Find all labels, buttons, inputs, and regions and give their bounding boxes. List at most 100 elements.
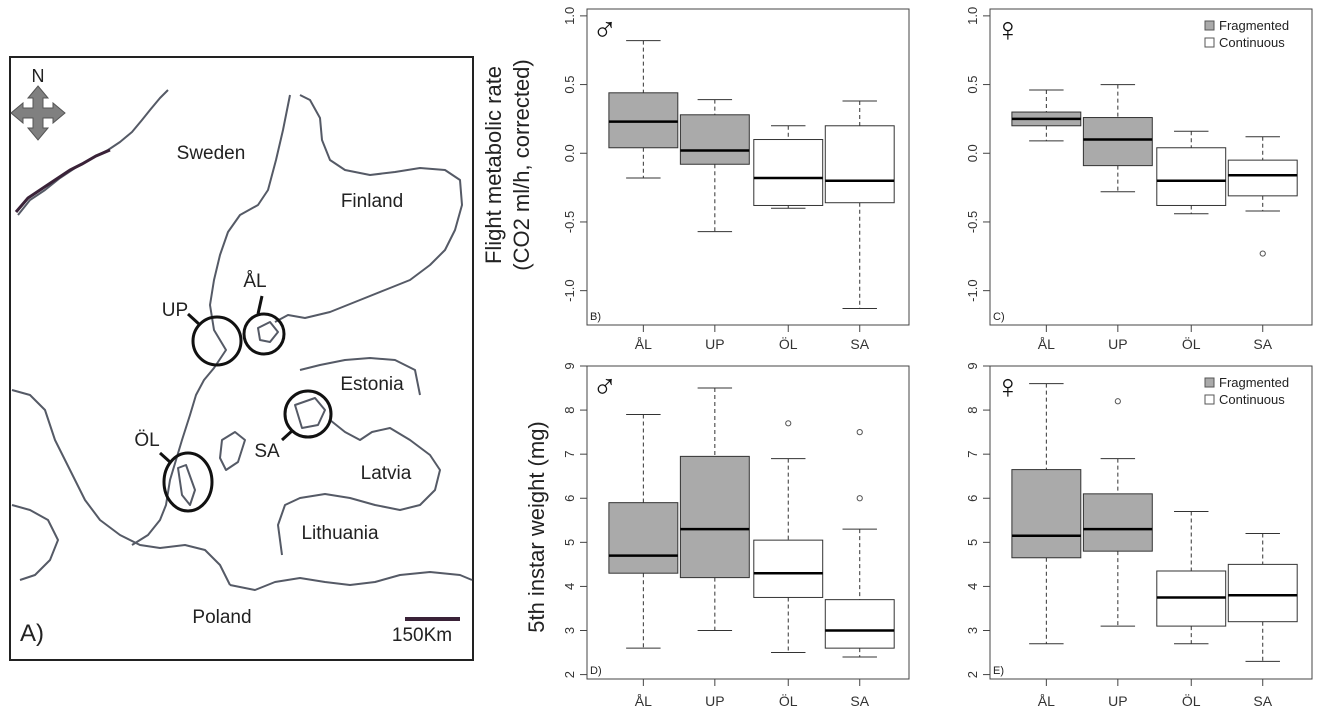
outlier-point	[856, 495, 863, 502]
y-tick-label: 0.5	[965, 76, 980, 94]
country-sweden: Sweden	[177, 143, 246, 164]
map-panel: N Sweden Finland Estonia Latvia Lithuani…	[9, 56, 474, 661]
north-arrow: N	[10, 66, 66, 141]
y-tick-label: 0.5	[562, 76, 577, 94]
coast-denmark	[11, 504, 59, 581]
y-tick-label: 4	[965, 583, 980, 590]
site-leaders	[158, 295, 295, 464]
y-tick-label: 2	[965, 671, 980, 678]
x-tick-label: ÖL	[1182, 692, 1201, 709]
coast-sweden-south	[11, 389, 231, 586]
y-tick-label: 6	[562, 495, 577, 502]
boxplot-panel-e-weight-female: 9 8 7 6 5 4 3 2 ÅL UP ÖL SA E) ♀ Fragmented Continuous	[965, 362, 1313, 709]
box-iqr	[1227, 563, 1298, 623]
coast-oland	[177, 464, 196, 506]
y-tick-label: 1.0	[965, 7, 980, 25]
coastlines	[11, 89, 473, 591]
x-tick-label: ÖL	[779, 335, 798, 352]
coast-latvia-lithuania	[277, 419, 441, 556]
north-label: N	[32, 66, 45, 86]
x-tick-label: ÅL	[1038, 336, 1055, 352]
legend-label: Continuous	[1219, 392, 1285, 407]
country-estonia: Estonia	[340, 374, 404, 395]
y-tick-label: 1.0	[562, 7, 577, 25]
x-tick-label: UP	[705, 693, 724, 709]
legend-label: Continuous	[1219, 35, 1285, 50]
site-label-up: UP	[162, 300, 188, 321]
boxplot-panel-b-flight-male: 1.0 0.5 0.0 -0.5 -1.0 ÅL UP ÖL SA B) ♂	[562, 7, 910, 352]
x-tick-label: ÅL	[635, 693, 652, 709]
y-tick-label: 4	[562, 583, 577, 590]
panel-label: D)	[590, 665, 602, 677]
coast-poland	[229, 571, 473, 591]
y-tick-label: 3	[562, 627, 577, 634]
y-tick-label: -1.0	[965, 279, 980, 301]
y-tick-label: 0.0	[965, 144, 980, 162]
country-poland: Poland	[192, 607, 251, 628]
site-circle-up	[191, 315, 243, 367]
site-label-al: ÅL	[243, 271, 266, 292]
compass-arrow-icon	[10, 85, 66, 141]
map-frame	[9, 56, 474, 661]
box-iqr	[824, 599, 895, 649]
outlier-point	[785, 420, 792, 427]
legend-swatch	[1204, 394, 1215, 405]
y-title-top-line2: (CO2 ml/h, corrected)	[509, 59, 534, 271]
site-circle-al	[242, 312, 286, 356]
male-symbol-icon: ♂	[592, 11, 618, 49]
box-iqr	[1011, 469, 1082, 559]
panel-label: B)	[590, 311, 601, 323]
x-tick-label: UP	[1108, 693, 1127, 709]
y-tick-label: -1.0	[562, 279, 577, 301]
boxplot-panel-c-flight-female: 1.0 0.5 0.0 -0.5 -1.0 ÅL UP ÖL SA C) ♀ Fragmented Co…	[965, 7, 1313, 352]
box-iqr	[1082, 117, 1153, 167]
box-iqr	[824, 125, 895, 204]
y-tick-label: 9	[965, 362, 980, 369]
box-iqr	[608, 502, 679, 574]
site-circle-sa	[283, 389, 333, 439]
legend-swatch	[1204, 20, 1215, 31]
coast-sweden-east	[131, 94, 291, 546]
y-tick-label: 9	[562, 362, 577, 369]
x-tick-label: UP	[705, 336, 724, 352]
y-tick-label: -0.5	[965, 211, 980, 233]
y-tick-label: 5	[965, 539, 980, 546]
x-tick-label: SA	[1253, 336, 1272, 352]
x-tick-label: SA	[850, 693, 869, 709]
y-title-bottom: 5th instar weight (mg)	[524, 421, 549, 633]
x-tick-label: ÖL	[779, 692, 798, 709]
coast-finland	[274, 94, 463, 323]
legend-label: Fragmented	[1219, 375, 1289, 390]
site-label-ol: ÖL	[134, 430, 159, 451]
x-tick-label: ÅL	[635, 336, 652, 352]
coast-estonia	[299, 357, 421, 396]
x-tick-label: SA	[850, 336, 869, 352]
y-tick-label: 7	[965, 451, 980, 458]
female-symbol-icon: ♀	[995, 11, 1021, 49]
y-tick-label: 7	[562, 451, 577, 458]
boxplot-panel-d-weight-male: 9 8 7 6 5 4 3 2 ÅL UP ÖL SA D) ♂	[562, 362, 910, 709]
country-latvia: Latvia	[361, 463, 412, 484]
country-lithuania: Lithuania	[301, 523, 379, 544]
coast-aland	[257, 321, 279, 343]
y-tick-label: 8	[965, 406, 980, 413]
legend-swatch	[1204, 377, 1215, 388]
box-iqr	[608, 92, 679, 149]
legend-label: Fragmented	[1219, 18, 1289, 33]
box-iqr	[1082, 493, 1153, 552]
legend-swatch	[1204, 37, 1215, 48]
site-label-sa: SA	[254, 441, 280, 462]
site-circles	[162, 312, 333, 513]
coast-norway-dark	[14, 148, 111, 213]
x-tick-label: UP	[1108, 336, 1127, 352]
y-tick-label: 3	[965, 627, 980, 634]
x-tick-label: SA	[1253, 693, 1272, 709]
box-iqr	[679, 455, 750, 579]
male-symbol-icon: ♂	[592, 368, 618, 406]
y-tick-label: 0.0	[562, 144, 577, 162]
site-circle-ol	[162, 451, 214, 513]
box-iqr	[1156, 147, 1227, 206]
box-iqr	[753, 539, 824, 598]
outlier-point	[856, 429, 863, 436]
